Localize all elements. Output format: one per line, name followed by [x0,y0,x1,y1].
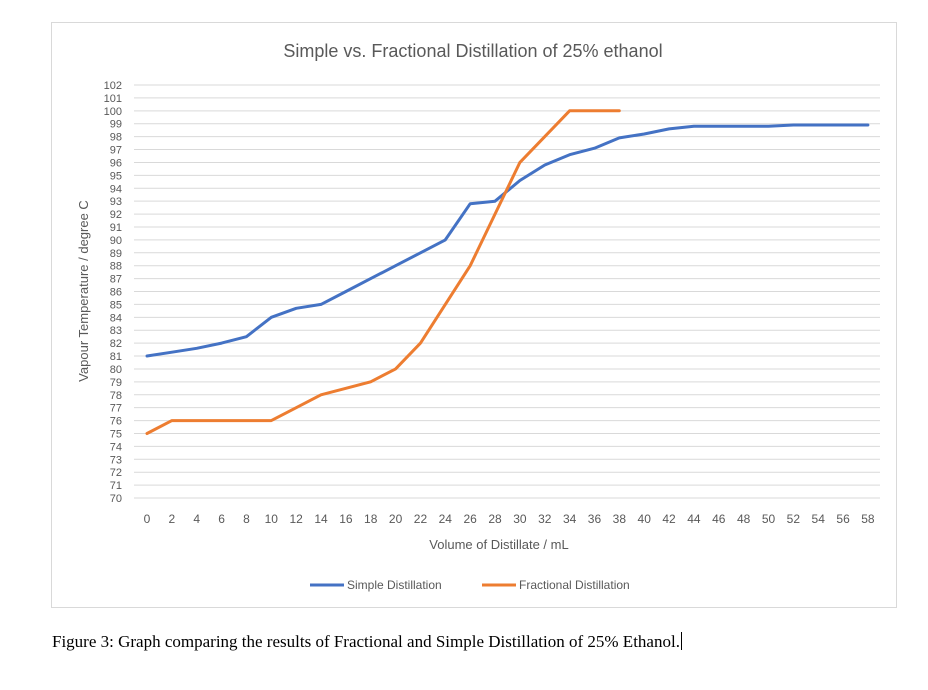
figure-caption: Figure 3: Graph comparing the results of… [52,632,682,652]
caption-text: Figure 3: Graph comparing the results of… [52,632,680,651]
x-tick-label: 22 [414,512,428,526]
legend-label: Fractional Distillation [519,578,630,592]
y-tick-label: 78 [110,390,122,402]
x-tick-label: 42 [662,512,676,526]
x-tick-label: 54 [812,512,826,526]
y-tick-label: 89 [110,248,122,260]
y-axis-label: Vapour Temperature / degree C [76,200,91,382]
y-tick-label: 100 [104,106,122,118]
y-tick-label: 72 [110,467,122,479]
y-tick-label: 70 [110,493,122,505]
text-cursor [680,632,682,650]
gridlines [134,84,880,499]
series-lines [145,109,870,435]
y-tick-label: 82 [110,338,122,350]
x-tick-label: 14 [314,512,328,526]
y-tick-label: 80 [110,364,122,376]
y-tick-label: 88 [110,261,122,273]
line-chart: Simple vs. Fractional Distillation of 25… [76,41,880,592]
y-tick-label: 79 [110,377,122,389]
chart-title: Simple vs. Fractional Distillation of 25… [283,41,662,61]
x-tick-label: 30 [513,512,527,526]
y-tick-label: 101 [104,93,122,105]
x-tick-label: 38 [613,512,627,526]
y-tick-label: 93 [110,196,122,208]
y-tick-label: 95 [110,170,122,182]
x-tick-label: 20 [389,512,403,526]
x-tick-label: 12 [289,512,303,526]
y-tick-label: 97 [110,145,122,157]
x-tick-label: 32 [538,512,552,526]
y-tick-label: 83 [110,325,122,337]
y-tick-label: 76 [110,416,122,428]
x-tick-label: 8 [243,512,250,526]
y-tick-label: 74 [110,441,122,453]
x-tick-label: 26 [464,512,478,526]
y-tick-label: 90 [110,235,122,247]
x-tick-label: 48 [737,512,751,526]
legend: Simple Distillation Fractional Distillati… [310,578,630,592]
x-tick-label: 34 [563,512,577,526]
y-tick-label: 77 [110,403,122,415]
x-tick-label: 40 [638,512,652,526]
series-line-simple-distillation [145,123,870,358]
x-tick-label: 10 [265,512,279,526]
x-tick-label: 24 [439,512,453,526]
y-tick-label: 92 [110,209,122,221]
x-tick-label: 16 [339,512,353,526]
y-tick-label: 81 [110,351,122,363]
x-tick-label: 0 [144,512,151,526]
x-tick-label: 50 [762,512,776,526]
x-tick-label: 6 [218,512,225,526]
y-tick-label: 86 [110,287,122,299]
x-tick-label: 18 [364,512,378,526]
y-tick-label: 98 [110,132,122,144]
x-axis-label: Volume of Distillate / mL [429,537,568,552]
y-tick-label: 75 [110,428,122,440]
y-tick-label: 84 [110,312,122,324]
y-tick-label: 99 [110,119,122,131]
x-tick-label: 58 [861,512,875,526]
x-tick-label: 46 [712,512,726,526]
x-tick-label: 2 [169,512,176,526]
series-line-fractional-distillation [145,109,621,435]
x-tick-label: 4 [193,512,200,526]
y-tick-label: 91 [110,222,122,234]
y-tick-labels: 7071727374757677787980818283848586878889… [104,80,122,505]
y-tick-label: 96 [110,157,122,169]
y-tick-label: 73 [110,454,122,466]
y-tick-label: 85 [110,299,122,311]
x-tick-labels: 0 2 4 6 8 10 12 14 16 18 20 22 24 26 28 30 32 34 36 38 40 42 4… [144,512,875,526]
y-tick-label: 94 [110,183,122,195]
legend-label: Simple Distillation [347,578,442,592]
y-tick-label: 102 [104,80,122,92]
y-tick-label: 71 [110,480,122,492]
x-tick-label: 36 [588,512,602,526]
y-tick-label: 87 [110,274,122,286]
x-tick-label: 44 [687,512,701,526]
x-tick-label: 28 [488,512,502,526]
x-tick-label: 52 [787,512,801,526]
x-tick-label: 56 [836,512,850,526]
chart-frame: Simple vs. Fractional Distillation of 25… [51,22,897,608]
